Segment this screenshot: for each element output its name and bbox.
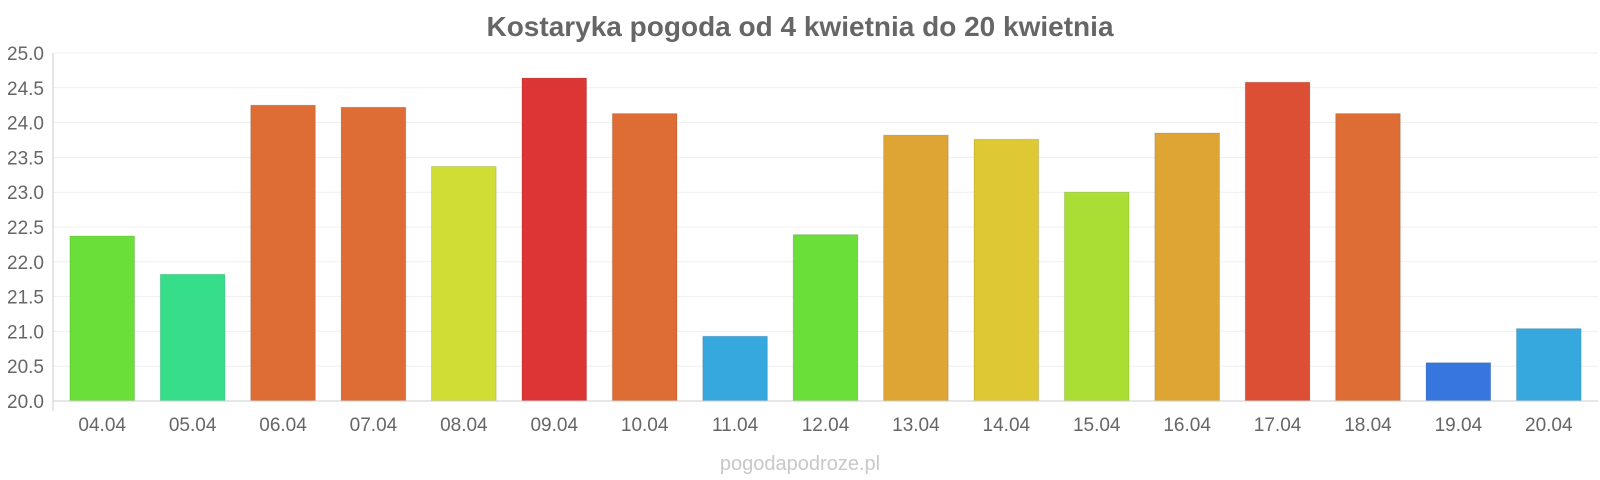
y-tick-label: 23.5 <box>7 148 44 169</box>
y-tick-label: 20.5 <box>7 357 44 378</box>
y-axis: 20.0 20.5 21.0 21.5 22.0 22.5 23.0 23.5 24.0 24.5… <box>7 44 54 413</box>
x-tick-label: 08.04 <box>440 415 488 436</box>
x-tick-label: 11.04 <box>712 415 759 436</box>
bar-05.04 <box>159 273 226 402</box>
bar-10.04 <box>611 113 678 402</box>
y-tick-label: 25.0 <box>7 44 44 65</box>
y-tick-label: 23.0 <box>7 183 44 204</box>
x-tick-label: 18.04 <box>1344 415 1392 436</box>
y-tick-label: 22.5 <box>7 218 44 239</box>
x-tick-label: 12.04 <box>802 415 850 436</box>
bar-19.04 <box>1425 362 1492 402</box>
y-tick-label: 20.0 <box>7 392 44 413</box>
x-tick-label: 06.04 <box>259 415 307 436</box>
chart-title: Kostaryka pogoda od 4 kwietnia do 20 kwi… <box>486 11 1113 42</box>
bar-08.04 <box>431 165 497 402</box>
bar-06.04 <box>250 104 316 402</box>
bars <box>69 77 1582 402</box>
bar-07.04 <box>340 106 407 402</box>
bar-12.04 <box>792 234 859 402</box>
y-tick-label: 24.5 <box>7 79 44 100</box>
bar-11.04 <box>702 335 768 402</box>
y-tick-label: 21.5 <box>7 288 44 309</box>
x-tick-label: 14.04 <box>983 415 1031 436</box>
x-tick-label: 16.04 <box>1163 415 1211 436</box>
x-tick-label: 10.04 <box>621 415 669 436</box>
x-tick-label: 07.04 <box>350 415 398 436</box>
y-tick-label: 22.0 <box>7 253 44 274</box>
bar-20.04 <box>1515 328 1582 402</box>
x-tick-label: 04.04 <box>78 415 126 436</box>
bar-18.04 <box>1335 113 1401 402</box>
x-tick-label: 17.04 <box>1254 415 1302 436</box>
x-tick-label: 19.04 <box>1435 415 1483 436</box>
x-tick-label: 05.04 <box>169 415 217 436</box>
y-tick-label: 24.0 <box>7 114 44 135</box>
bar-09.04 <box>521 77 588 402</box>
x-tick-label: 13.04 <box>892 415 940 436</box>
x-axis: 04.04 05.04 06.04 07.04 08.04 09.04 10.04 11.04… <box>53 400 1598 436</box>
x-tick-label: 09.04 <box>530 415 578 436</box>
x-tick-label: 20.04 <box>1525 415 1573 436</box>
bar-16.04 <box>1154 132 1220 402</box>
bar-14.04 <box>973 138 1040 402</box>
bar-17.04 <box>1244 81 1311 402</box>
watermark: pogodapodroze.pl <box>720 453 880 475</box>
x-tick-label: 15.04 <box>1073 415 1121 436</box>
bar-15.04 <box>1063 191 1130 402</box>
y-tick-label: 21.0 <box>7 322 44 343</box>
bar-04.04 <box>69 235 136 402</box>
bar-13.04 <box>883 134 949 402</box>
